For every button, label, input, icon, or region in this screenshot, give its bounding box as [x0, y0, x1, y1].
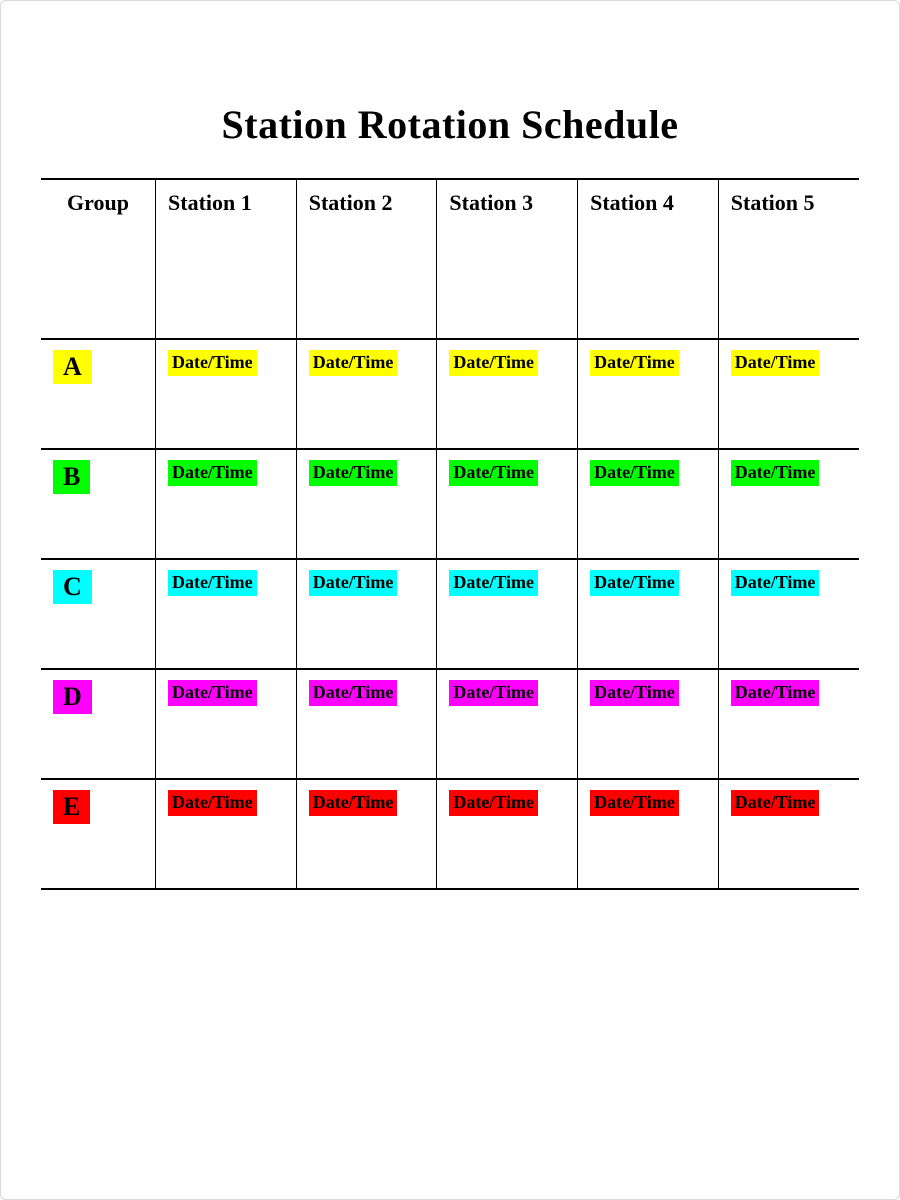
cell-text: Date/Time — [309, 350, 398, 376]
table-row: D Date/Time Date/Time Date/Time Date/Tim… — [41, 669, 859, 779]
group-label: C — [53, 570, 92, 604]
cell-text: Date/Time — [309, 680, 398, 706]
cell-text: Date/Time — [309, 460, 398, 486]
cell-c-4: Date/Time — [578, 559, 719, 669]
cell-a-2: Date/Time — [296, 339, 437, 449]
table-row: B Date/Time Date/Time Date/Time Date/Tim… — [41, 449, 859, 559]
cell-e-4: Date/Time — [578, 779, 719, 889]
cell-d-1: Date/Time — [156, 669, 297, 779]
cell-text: Date/Time — [731, 570, 820, 596]
cell-c-3: Date/Time — [437, 559, 578, 669]
cell-d-4: Date/Time — [578, 669, 719, 779]
cell-text: Date/Time — [590, 460, 679, 486]
cell-text: Date/Time — [449, 570, 538, 596]
cell-b-4: Date/Time — [578, 449, 719, 559]
col-header-group: Group — [41, 179, 156, 339]
cell-a-5: Date/Time — [718, 339, 859, 449]
group-label: A — [53, 350, 92, 384]
col-header-station-4: Station 4 — [578, 179, 719, 339]
cell-e-3: Date/Time — [437, 779, 578, 889]
group-label: E — [53, 790, 90, 824]
group-cell-a: A — [41, 339, 156, 449]
group-cell-c: C — [41, 559, 156, 669]
cell-text: Date/Time — [590, 350, 679, 376]
cell-text: Date/Time — [168, 570, 257, 596]
cell-a-4: Date/Time — [578, 339, 719, 449]
page-container: Station Rotation Schedule Group Station … — [0, 0, 900, 1200]
col-header-station-2: Station 2 — [296, 179, 437, 339]
cell-a-3: Date/Time — [437, 339, 578, 449]
cell-e-5: Date/Time — [718, 779, 859, 889]
cell-text: Date/Time — [731, 350, 820, 376]
col-header-station-5: Station 5 — [718, 179, 859, 339]
cell-text: Date/Time — [590, 570, 679, 596]
group-label: B — [53, 460, 90, 494]
cell-b-1: Date/Time — [156, 449, 297, 559]
cell-e-2: Date/Time — [296, 779, 437, 889]
cell-text: Date/Time — [168, 680, 257, 706]
group-cell-e: E — [41, 779, 156, 889]
cell-b-2: Date/Time — [296, 449, 437, 559]
cell-text: Date/Time — [168, 460, 257, 486]
cell-text: Date/Time — [590, 790, 679, 816]
cell-b-3: Date/Time — [437, 449, 578, 559]
cell-text: Date/Time — [309, 570, 398, 596]
cell-d-3: Date/Time — [437, 669, 578, 779]
col-header-station-3: Station 3 — [437, 179, 578, 339]
table-header-row: Group Station 1 Station 2 Station 3 Stat… — [41, 179, 859, 339]
cell-a-1: Date/Time — [156, 339, 297, 449]
cell-b-5: Date/Time — [718, 449, 859, 559]
table-row: A Date/Time Date/Time Date/Time Date/Tim… — [41, 339, 859, 449]
cell-text: Date/Time — [449, 680, 538, 706]
cell-c-1: Date/Time — [156, 559, 297, 669]
group-cell-b: B — [41, 449, 156, 559]
schedule-table: Group Station 1 Station 2 Station 3 Stat… — [41, 178, 859, 890]
cell-e-1: Date/Time — [156, 779, 297, 889]
cell-text: Date/Time — [449, 350, 538, 376]
cell-text: Date/Time — [449, 460, 538, 486]
col-header-station-1: Station 1 — [156, 179, 297, 339]
cell-d-5: Date/Time — [718, 669, 859, 779]
cell-text: Date/Time — [590, 680, 679, 706]
cell-c-2: Date/Time — [296, 559, 437, 669]
cell-c-5: Date/Time — [718, 559, 859, 669]
cell-text: Date/Time — [168, 350, 257, 376]
group-cell-d: D — [41, 669, 156, 779]
table-row: C Date/Time Date/Time Date/Time Date/Tim… — [41, 559, 859, 669]
page-title: Station Rotation Schedule — [41, 101, 859, 148]
cell-d-2: Date/Time — [296, 669, 437, 779]
cell-text: Date/Time — [731, 460, 820, 486]
cell-text: Date/Time — [449, 790, 538, 816]
table-row: E Date/Time Date/Time Date/Time Date/Tim… — [41, 779, 859, 889]
cell-text: Date/Time — [731, 680, 820, 706]
group-label: D — [53, 680, 92, 714]
cell-text: Date/Time — [309, 790, 398, 816]
cell-text: Date/Time — [168, 790, 257, 816]
cell-text: Date/Time — [731, 790, 820, 816]
